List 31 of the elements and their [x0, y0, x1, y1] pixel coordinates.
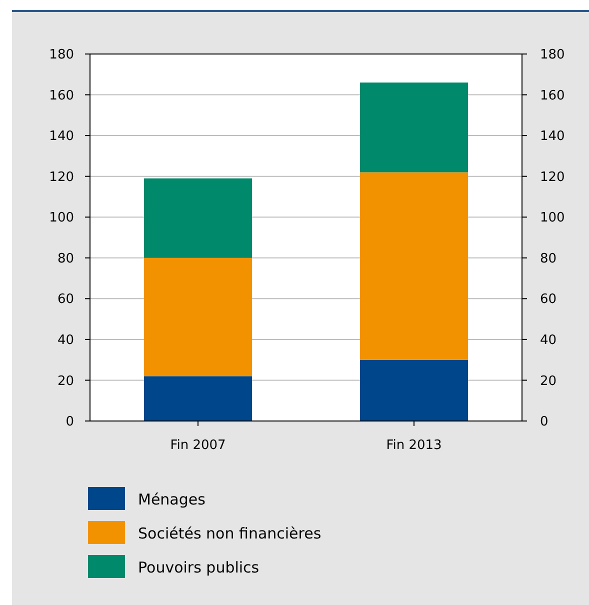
y-tick-label: 60: [57, 292, 74, 308]
y2-tick-label: 120: [540, 170, 565, 185]
y-tick-label: 100: [49, 210, 74, 226]
legend-label: Sociétés non financières: [138, 524, 322, 542]
bar: [360, 172, 468, 360]
y-tick-label: 80: [57, 251, 74, 266]
x-tick-label: Fin 2013: [386, 438, 442, 453]
y-tick-label: 180: [49, 48, 74, 63]
x-tick-label: Fin 2007: [170, 438, 226, 453]
y-tick-label: 160: [49, 88, 74, 104]
y2-tick-label: 140: [540, 129, 565, 144]
y-tick-label: 40: [57, 332, 74, 348]
y-tick-label: 120: [49, 170, 74, 185]
y2-tick-label: 160: [540, 88, 565, 104]
bar: [144, 258, 252, 376]
y-tick-label: 140: [49, 129, 74, 144]
bar: [144, 178, 252, 258]
y2-tick-label: 60: [540, 292, 557, 308]
y2-tick-label: 80: [540, 251, 557, 266]
legend-label: Pouvoirs publics: [138, 558, 260, 576]
y2-tick-label: 180: [540, 48, 565, 63]
bar: [360, 360, 468, 421]
legend-label: Ménages: [138, 490, 206, 508]
y2-tick-label: 20: [540, 374, 557, 389]
y-tick-label: 0: [66, 414, 74, 430]
bar: [360, 82, 468, 172]
y2-tick-label: 40: [540, 332, 557, 348]
y2-tick-label: 0: [540, 414, 548, 430]
y-tick-label: 20: [57, 374, 74, 389]
y2-tick-label: 100: [540, 210, 565, 226]
bar: [144, 376, 252, 421]
